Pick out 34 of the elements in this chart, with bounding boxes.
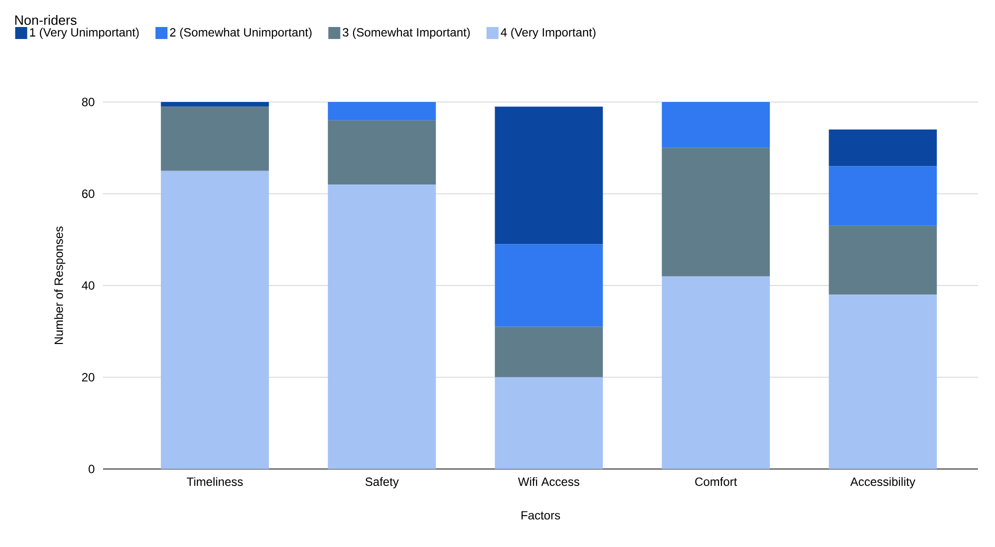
y-tick-label: 80: [82, 98, 94, 106]
bar: [328, 120, 436, 185]
y-axis-title: Number of Responses: [54, 226, 66, 344]
bar: [828, 294, 937, 469]
bar: [828, 226, 937, 295]
legend-label: 4 (Very Important): [500, 28, 596, 39]
x-tick-label: Comfort: [695, 477, 738, 486]
bar: [328, 102, 436, 120]
x-tick-label: Safety: [365, 477, 399, 488]
x-tick-label: Accessibility: [850, 477, 916, 488]
bar: [662, 148, 770, 276]
bar: [662, 102, 770, 148]
bar: [494, 326, 603, 378]
bar: [494, 106, 603, 244]
legend-label: 3 (Somewhat Important): [342, 28, 470, 39]
y-tick-label: 40: [82, 281, 94, 290]
chart-title: Non-riders: [15, 15, 76, 25]
bar: [828, 166, 937, 226]
bar: [160, 106, 269, 171]
bar: [662, 276, 770, 469]
x-tick-label: Timeliness: [186, 477, 243, 486]
y-tick-label: 20: [82, 373, 94, 382]
legend-label: 1 (Very Unimportant): [30, 28, 139, 39]
y-tick-label: 0: [88, 464, 94, 474]
bar: [328, 184, 436, 469]
legend-label: 2 (Somewhat Unimportant): [170, 28, 312, 39]
x-axis-title: Factors: [522, 511, 560, 520]
bar: [494, 244, 603, 327]
bar: [160, 102, 269, 107]
bar: [828, 130, 937, 166]
y-tick-label: 60: [82, 190, 94, 198]
bar: [494, 377, 603, 469]
bar: [160, 170, 269, 469]
x-tick-label: Wifi Access: [518, 477, 580, 486]
